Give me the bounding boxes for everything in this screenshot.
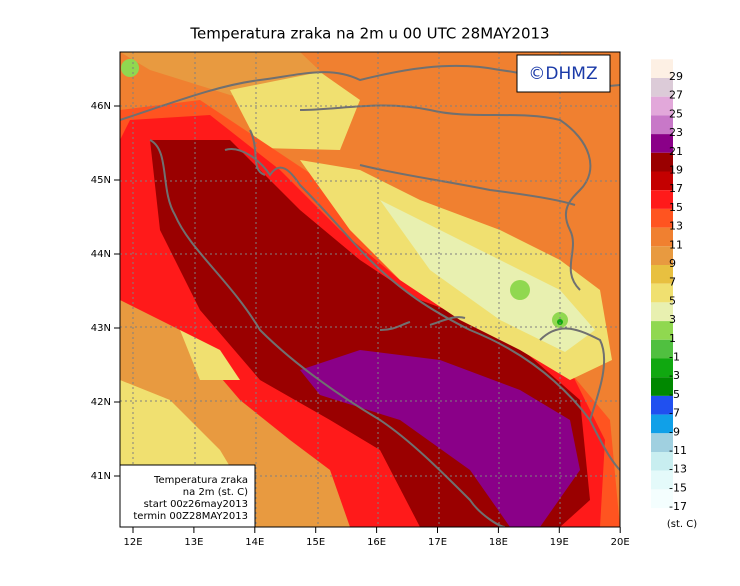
lon-label: 18E (489, 537, 508, 548)
legend-label: 25 (669, 107, 683, 120)
lat-label: 42N (91, 397, 111, 408)
legend-label: -3 (669, 369, 680, 382)
legend-label: -5 (669, 388, 680, 401)
legend-swatch (651, 152, 673, 172)
lat-label: 46N (91, 101, 111, 112)
legend-swatch (651, 78, 673, 97)
legend-swatch (651, 414, 673, 434)
legend-swatch (651, 452, 673, 471)
lon-label: 15E (306, 537, 325, 548)
legend-unit: (st. C) (667, 519, 697, 530)
legend-label: 19 (669, 164, 683, 177)
legend-label: -7 (669, 407, 680, 420)
info-line: na 2m (st. C) (183, 487, 248, 498)
legend-swatch (651, 190, 673, 209)
legend-label: -13 (669, 463, 687, 476)
logo: ©DHMZ (528, 64, 597, 84)
lat-label: 45N (91, 175, 111, 186)
lon-label: 19E (550, 537, 569, 548)
lon-label: 13E (184, 537, 203, 548)
legend-swatch (651, 321, 673, 340)
legend-swatch (651, 115, 673, 135)
legend-swatch (651, 470, 673, 490)
legend-swatch (651, 489, 673, 509)
lon-label: 17E (428, 537, 447, 548)
lon-label: 20E (611, 537, 630, 548)
info-line: termin 00Z28MAY2013 (133, 511, 248, 522)
legend-swatch (651, 302, 673, 322)
legend-swatch (651, 171, 673, 191)
title: Temperatura zraka na 2m u 00 UTC 28MAY20… (189, 25, 549, 43)
info-line: Temperatura zraka (153, 475, 248, 486)
legend-label: 13 (669, 220, 683, 233)
logo-box (516, 54, 611, 93)
legend-swatch (651, 246, 673, 265)
legend-label: 15 (669, 201, 683, 214)
legend-label: 11 (669, 238, 683, 251)
legend-swatch (651, 227, 673, 247)
info-line: start 00z26may2013 (144, 499, 248, 510)
legend-swatch (651, 395, 673, 415)
legend-label: 17 (669, 182, 683, 195)
legend-swatch (651, 377, 673, 396)
legend-swatch (651, 358, 673, 378)
legend-label: 23 (669, 126, 683, 139)
legend-label: -15 (669, 481, 687, 494)
lon-label: 12E (123, 537, 142, 548)
lat-label: 41N (91, 471, 111, 482)
lat-label: 43N (91, 323, 111, 334)
legend-label: 3 (669, 313, 676, 326)
legend-swatch (651, 433, 673, 452)
legend-label: 1 (669, 332, 676, 345)
lon-label: 14E (245, 537, 264, 548)
legend-label: 29 (669, 70, 683, 83)
legend-label: -1 (669, 351, 680, 364)
legend-swatch (651, 265, 673, 284)
lat-label: 44N (91, 249, 111, 260)
legend-swatch (651, 208, 673, 228)
legend-label: 27 (669, 89, 683, 102)
legend-swatch (651, 283, 673, 303)
legend-swatch (651, 96, 673, 116)
lon-label: 16E (367, 537, 386, 548)
info-box (119, 464, 256, 528)
legend-swatch (651, 339, 673, 359)
legend-swatch (651, 59, 673, 78)
map-frame (119, 51, 621, 528)
legend-label: -9 (669, 425, 680, 438)
legend-label: 5 (669, 294, 676, 307)
legend-label: 7 (669, 276, 676, 289)
legend-label: -17 (669, 500, 687, 513)
legend-label: -11 (669, 444, 687, 457)
temperature-field (120, 52, 620, 527)
legend-label: 9 (669, 257, 676, 270)
legend-swatch (651, 134, 673, 153)
legend-label: 21 (669, 145, 683, 158)
